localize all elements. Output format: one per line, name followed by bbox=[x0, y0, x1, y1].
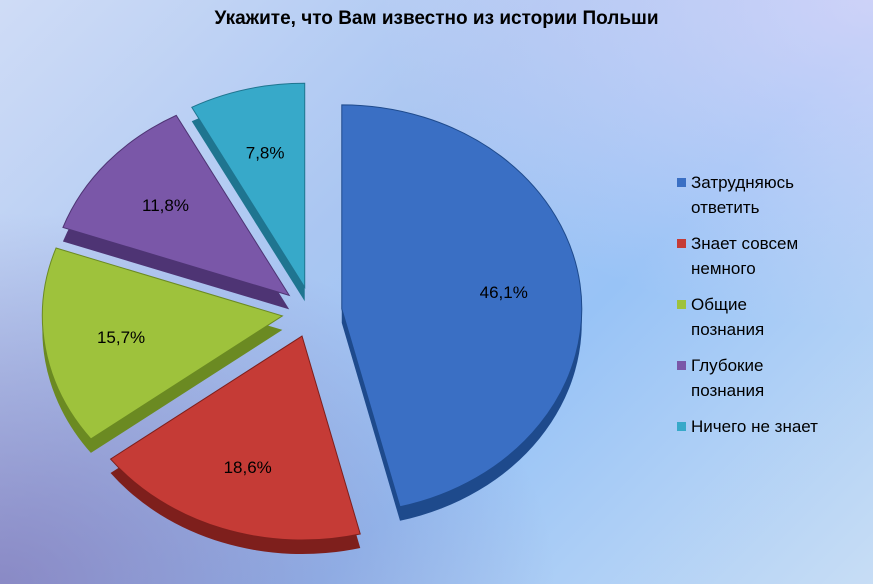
legend-swatch bbox=[677, 178, 686, 187]
pie-data-labels: 46,1% 18,6% 15,7% 11,8% 7,8% bbox=[97, 144, 528, 477]
pie-slice-глубокие-познания bbox=[62, 114, 291, 297]
legend-label: Общие bbox=[691, 295, 747, 314]
data-label-затрудняюсь-ответить: 46,1% bbox=[480, 283, 528, 302]
legend: Затрудняюсь ответить Знает совсем немного Об… bbox=[677, 170, 867, 450]
legend-item-ничего-не-знает: Ничего не знает bbox=[677, 414, 867, 439]
data-label-глубокие-познания: 11,8% bbox=[142, 196, 189, 215]
legend-item-затрудняюсь-ответить: Затрудняюсь ответить bbox=[677, 170, 867, 220]
data-label-ничего-не-знает: 7,8% bbox=[246, 144, 285, 163]
legend-label: Знает совсем bbox=[691, 234, 799, 253]
legend-label: немного bbox=[691, 259, 756, 278]
legend-label: Глубокие bbox=[691, 356, 764, 375]
legend-swatch bbox=[677, 422, 686, 431]
legend-swatch bbox=[677, 239, 686, 248]
data-label-знает-совсем-немного: 18,6% bbox=[224, 458, 272, 477]
legend-label: Ничего не знает bbox=[691, 417, 818, 436]
pie-slice-знает-совсем-немного bbox=[109, 335, 361, 541]
legend-swatch bbox=[677, 300, 686, 309]
legend-item-знает-совсем-немного: Знает совсем немного bbox=[677, 231, 867, 281]
legend-item-глубокие-познания: Глубокие познания bbox=[677, 353, 867, 403]
pie-slice-ничего-не-знает bbox=[191, 82, 306, 289]
legend-label: Затрудняюсь bbox=[691, 173, 794, 192]
legend-swatch bbox=[677, 361, 686, 370]
chart-title: Укажите, что Вам известно из истории Пол… bbox=[214, 8, 659, 29]
legend-label: ответить bbox=[691, 198, 760, 217]
pie-slices bbox=[41, 82, 583, 541]
legend-label: познания bbox=[691, 381, 765, 400]
data-label-общие-познания: 15,7% bbox=[97, 328, 145, 347]
pie-slice-затрудняюсь-ответить bbox=[341, 104, 583, 508]
legend-label: познания bbox=[691, 320, 765, 339]
pie-slice-общие-познания bbox=[41, 247, 284, 440]
legend-item-общие-познания: Общие познания bbox=[677, 292, 867, 342]
